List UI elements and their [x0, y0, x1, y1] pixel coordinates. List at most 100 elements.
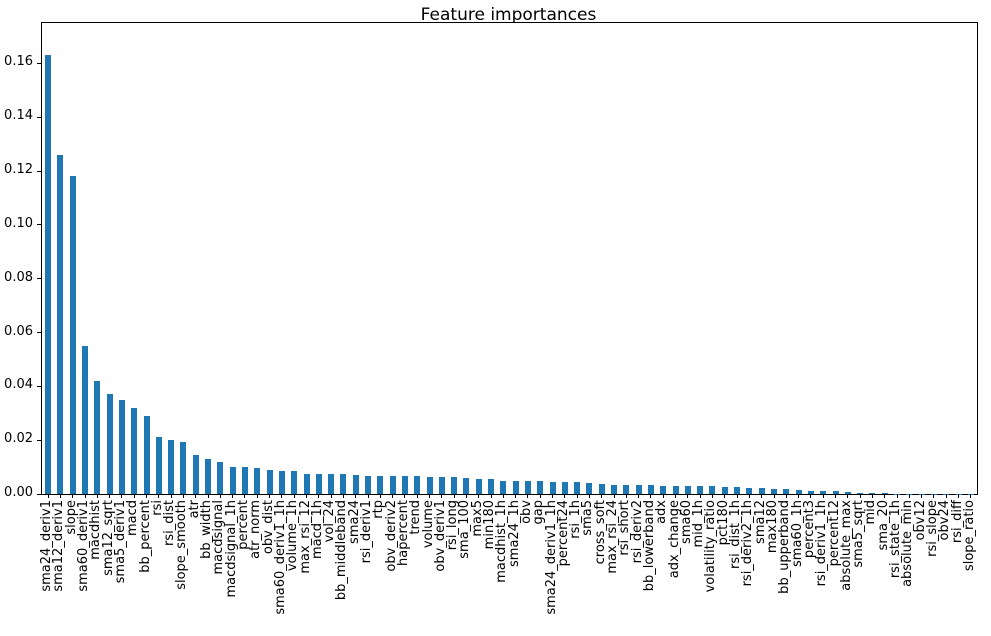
x-tick-mark	[429, 494, 431, 498]
y-tick-label-0.00: 0.00	[4, 485, 33, 500]
bar-macdhist_1h	[500, 480, 507, 494]
x-tick-mark	[416, 494, 418, 498]
bar-rsi_deriv1_1h	[820, 490, 827, 494]
bar-pct180	[721, 486, 728, 494]
x-tick-mark	[822, 494, 824, 498]
x-tick-mark	[847, 494, 849, 498]
y-tick-label-0.10: 0.10	[4, 215, 33, 231]
bar-rsi_1h	[574, 482, 581, 494]
bar-sma12_sqrt	[106, 394, 113, 494]
x-tick-mark	[318, 494, 320, 498]
x-tick-mark	[219, 494, 221, 498]
x-tick-label-slope_ratio: slope_ratio	[961, 500, 977, 572]
x-tick-mark	[687, 494, 689, 498]
x-tick-mark	[515, 494, 517, 498]
x-tick-mark	[613, 494, 615, 498]
x-tick-mark	[306, 494, 307, 498]
x-tick-mark	[121, 494, 123, 498]
x-tick-mark	[958, 494, 960, 498]
bar-rsi	[155, 437, 162, 494]
bar-macdsignal_1h	[229, 466, 236, 494]
bar-percent3	[807, 490, 814, 494]
x-tick-mark	[244, 494, 246, 498]
bar-percent	[241, 466, 248, 494]
bar-sma60_1h	[795, 489, 802, 494]
bar-percent24	[561, 482, 568, 494]
x-tick-mark	[72, 494, 74, 498]
bar-slope	[69, 176, 76, 494]
y-tick-mark	[37, 62, 41, 64]
bar-sma60_deriv1_1h	[278, 471, 285, 494]
bar-sma24	[352, 475, 359, 494]
x-tick-mark	[207, 494, 209, 498]
bar-sma5	[586, 483, 593, 494]
bar-bb_lowerband	[647, 485, 654, 494]
x-tick-mark	[478, 494, 480, 498]
x-tick-mark	[465, 494, 467, 498]
bar-rsi_short	[623, 484, 630, 494]
y-tick-label-0.02: 0.02	[4, 431, 33, 447]
x-tick-mark	[896, 494, 898, 498]
x-tick-mark	[650, 494, 652, 498]
x-tick-mark	[588, 494, 590, 498]
x-tick-mark	[146, 494, 148, 498]
bar-mid	[869, 493, 876, 494]
x-tick-mark	[761, 494, 763, 498]
bar-vol_24	[328, 474, 335, 494]
y-tick-mark	[37, 278, 41, 280]
bar-macd_1h	[315, 473, 322, 494]
y-tick-mark	[37, 385, 41, 387]
x-tick-mark	[638, 494, 640, 498]
x-tick-mark	[810, 494, 812, 498]
bar-bb_percent	[143, 415, 150, 494]
bar-volume_1h	[291, 471, 298, 494]
x-tick-mark	[392, 494, 394, 498]
y-tick-label-0.14: 0.14	[4, 108, 33, 124]
bar-hapercent	[401, 476, 408, 494]
y-tick-mark	[37, 170, 41, 172]
bar-bb_upperband	[783, 489, 790, 494]
y-tick-mark	[37, 493, 41, 495]
x-tick-mark	[736, 494, 738, 498]
bar-absolute_max	[844, 492, 851, 494]
bar-sma5_deriv1	[118, 399, 125, 494]
bar-sma_100	[463, 478, 470, 494]
x-tick-mark	[552, 494, 554, 498]
x-tick-mark	[342, 494, 344, 498]
y-tick-mark	[37, 116, 41, 118]
x-tick-mark	[798, 494, 800, 498]
bar-rsi_deriv2_1h	[746, 487, 753, 494]
bar-rtp	[377, 475, 384, 494]
bar-slope_smooth	[180, 441, 187, 494]
x-tick-mark	[47, 494, 49, 498]
bar-sma_20	[881, 493, 888, 494]
plot-area	[37, 22, 978, 498]
bar-rsi_deriv1	[365, 475, 372, 494]
bar-sma12_deriv1	[57, 154, 64, 494]
bar-sma60_deriv1	[82, 345, 89, 494]
x-tick-mark	[158, 494, 160, 498]
bar-obv	[524, 480, 531, 494]
x-tick-mark	[133, 494, 135, 498]
bar-obv_deriv2	[389, 475, 396, 494]
x-tick-mark	[195, 494, 197, 498]
y-tick-mark	[37, 332, 41, 333]
bar-max_rsi_12	[303, 473, 310, 494]
x-tick-mark	[785, 494, 787, 498]
bar-macd	[131, 407, 138, 494]
bar-bb_width	[205, 459, 212, 494]
bar-max5	[475, 479, 482, 494]
bar-sma24_deriv1	[45, 55, 52, 494]
x-tick-mark	[109, 494, 111, 498]
x-tick-mark	[453, 494, 455, 498]
x-tick-mark	[675, 494, 677, 498]
x-tick-mark	[182, 494, 184, 498]
bar-sma60	[684, 485, 691, 494]
x-tick-mark	[170, 494, 172, 498]
x-tick-mark	[601, 494, 603, 498]
bar-obv_deriv1	[438, 476, 445, 494]
bar-macdhist	[94, 380, 101, 494]
x-tick-mark	[59, 494, 61, 498]
x-tick-mark	[576, 494, 578, 498]
